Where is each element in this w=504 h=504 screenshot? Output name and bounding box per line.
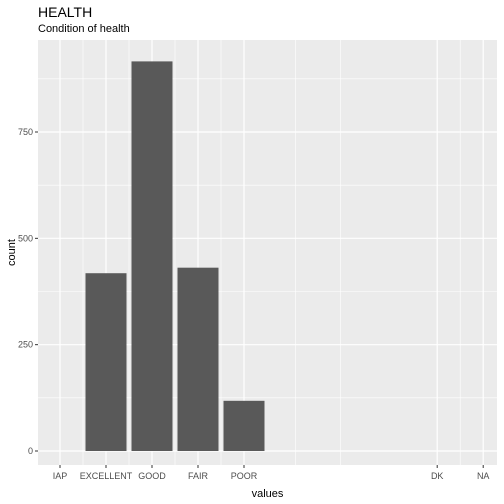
y-axis: 0 250 500 750	[18, 127, 38, 456]
bar-poor	[223, 400, 265, 451]
x-tick-label: IAP	[53, 471, 68, 481]
chart-title: HEALTH	[38, 4, 93, 20]
y-tick-label: 250	[18, 340, 33, 350]
x-tick-label: NA	[477, 471, 490, 481]
chart-subtitle: Condition of health	[38, 23, 130, 35]
bar-fair	[177, 267, 219, 451]
y-tick-label: 750	[18, 127, 33, 137]
minor-gridlines	[38, 40, 497, 465]
x-axis-title: values	[252, 488, 284, 500]
x-tick-label: POOR	[231, 471, 258, 481]
x-tick-label: DK	[431, 471, 444, 481]
x-axis: IAP EXCELLENT GOOD FAIR POOR DK NA	[53, 465, 490, 481]
y-tick-label: 0	[28, 446, 33, 456]
x-tick-label: GOOD	[138, 471, 166, 481]
bar-excellent	[85, 273, 127, 451]
y-tick-label: 500	[18, 233, 33, 243]
x-tick-label: FAIR	[188, 471, 209, 481]
x-tick-label: EXCELLENT	[80, 471, 133, 481]
bar-good	[131, 61, 173, 452]
bars	[85, 61, 265, 452]
y-axis-title: count	[6, 239, 18, 266]
